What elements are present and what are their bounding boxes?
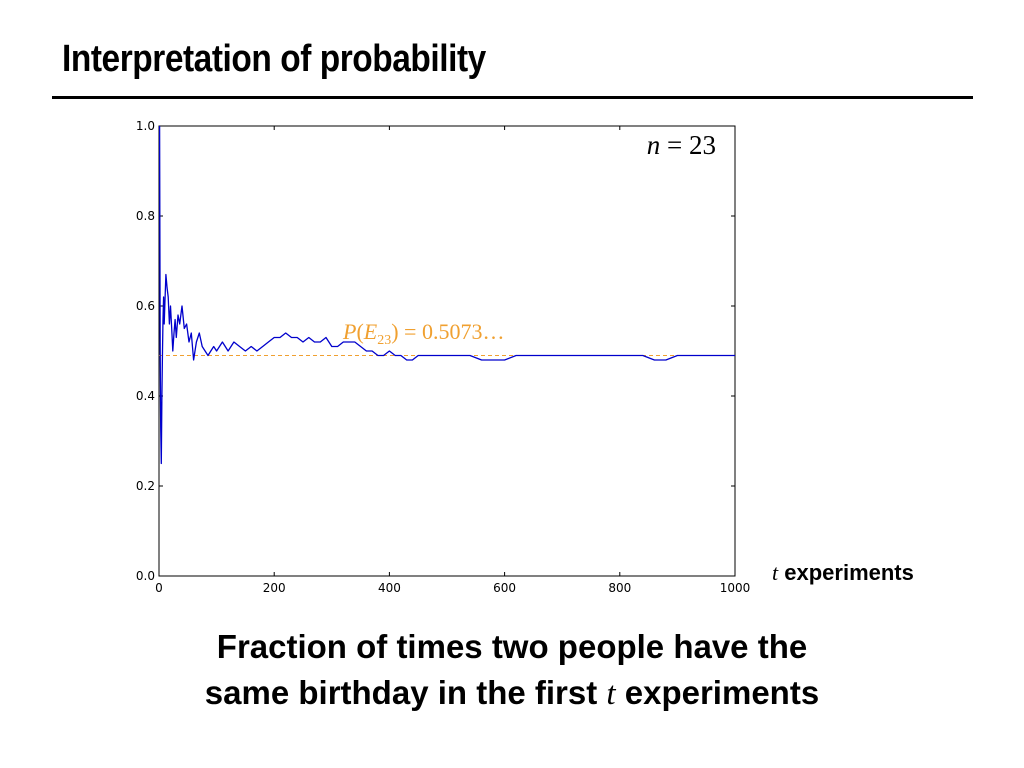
x-axis-label: experiments [784,560,914,585]
figure-caption: Fraction of times two people have the sa… [0,624,1024,717]
n-annotation: n = 23 [647,130,716,160]
x-tick-label: 200 [263,581,286,595]
caption-line-2-start: same birthday in the first [204,674,598,711]
tick-labels: 0 200 400 600 800 1000 0.0 0.2 0.4 0.6 0.8 1.0 [136,119,750,595]
y-tick-label: 0.6 [136,299,155,313]
plot-area [158,125,736,577]
caption-line-2-end: experiments [624,674,820,711]
x-tick-label: 800 [608,581,631,595]
x-tick-label: 0 [155,581,163,595]
y-tick-label: 0.4 [136,389,155,403]
caption-line-2: same birthday in the first t experiments [0,670,1024,717]
y-tick-label: 1.0 [136,119,155,133]
x-tick-label: 600 [493,581,516,595]
caption-variable: t [606,676,616,712]
x-axis-caption: t experiments [772,560,914,586]
y-tick-label: 0.2 [136,479,155,493]
x-tick-label: 1000 [720,581,751,595]
x-tick-label: 400 [378,581,401,595]
y-tick-label: 0.8 [136,209,155,223]
reference-line-label: P(E23) = 0.5073… [342,319,504,348]
title-divider [52,96,973,99]
slide-title: Interpretation of probability [62,38,486,80]
series-group [158,125,735,465]
y-tick-label: 0.0 [136,569,155,583]
caption-line-1: Fraction of times two people have the [216,628,808,665]
series-line [158,125,735,465]
x-axis-variable: t [772,560,779,585]
